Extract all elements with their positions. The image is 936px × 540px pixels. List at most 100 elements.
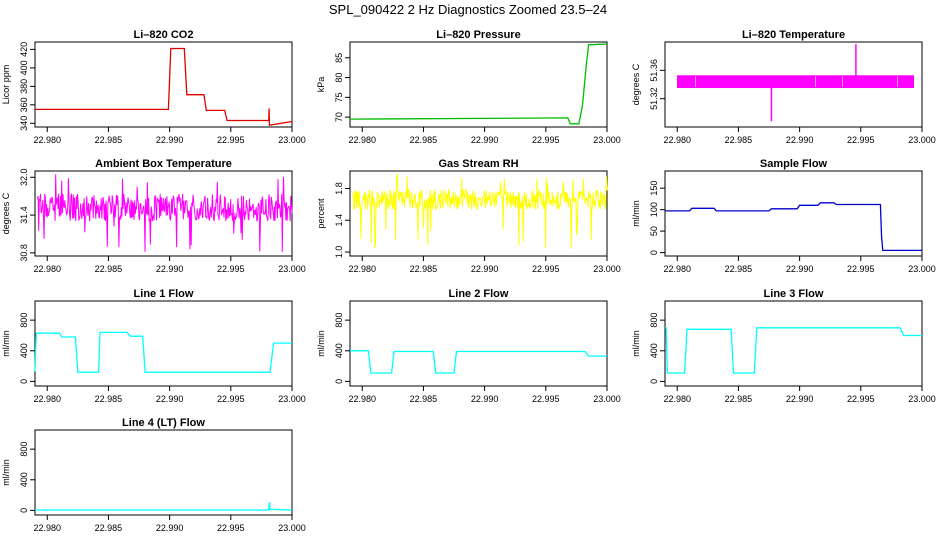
panel-title: Li–820 CO2: [134, 29, 194, 41]
x-tick-label: 22.985: [95, 135, 123, 145]
y-tick-label: 0: [649, 379, 659, 384]
plot-frame: [34, 41, 293, 128]
y-tick-label: 70: [334, 112, 344, 122]
plot-frame: [664, 300, 923, 387]
plot-frame: [34, 300, 293, 387]
y-tick-label: 32.0: [19, 169, 29, 187]
y-tick-label: 400: [19, 60, 29, 75]
x-tick-label: 22.995: [217, 394, 245, 404]
y-axis-label: percent: [316, 198, 326, 229]
y-tick-label: 340: [19, 116, 29, 131]
y-tick-label: 400: [19, 343, 29, 358]
x-tick-label: 22.980: [33, 523, 61, 533]
panel-title: Gas Stream RH: [438, 158, 518, 170]
y-axis-label: ml/min: [1, 330, 11, 357]
x-tick-label: 22.985: [95, 523, 123, 533]
panel-title: Sample Flow: [760, 158, 828, 170]
panel-title: Ambient Box Temperature: [95, 158, 232, 170]
y-tick-label: 400: [649, 343, 659, 358]
x-tick-label: 22.985: [725, 264, 753, 274]
y-tick-label: 420: [19, 42, 29, 57]
x-tick-label: 22.985: [410, 394, 438, 404]
plot-frame: [664, 170, 923, 257]
x-tick-label: 22.995: [217, 523, 245, 533]
x-tick-label: 22.995: [532, 264, 560, 274]
x-tick-label: 23.000: [593, 135, 621, 145]
panel-9: Line 3 Flow 22.980 22.985 22.990 22.995 23.00…: [631, 288, 936, 404]
plot-frame: [349, 41, 608, 128]
series-line-1: [35, 501, 293, 511]
x-tick-label: 22.995: [532, 394, 560, 404]
y-tick-label: 1.8: [334, 182, 344, 195]
x-tick-label: 22.995: [847, 264, 875, 274]
y-tick-label: 1.0: [334, 246, 344, 259]
y-axis-label: degrees C: [1, 192, 11, 234]
panel-1: Li–820 CO2 22.980 22.985 22.990 22.995 23.000…: [1, 29, 306, 145]
x-tick-label: 22.985: [410, 264, 438, 274]
plot-frame: [349, 300, 608, 387]
x-tick-label: 22.990: [156, 394, 184, 404]
y-tick-label: 0: [649, 250, 659, 255]
plot-frame: [664, 41, 923, 128]
y-tick-label: 400: [334, 343, 344, 358]
series-line-1: [350, 350, 607, 374]
x-tick-label: 22.985: [95, 394, 123, 404]
x-tick-label: 22.980: [663, 264, 691, 274]
y-tick-label: 51.32: [649, 87, 659, 110]
x-tick-label: 22.990: [471, 264, 499, 274]
y-tick-label: 31.4: [19, 206, 29, 224]
y-tick-label: 50: [649, 226, 659, 236]
panel-2: Li–820 Pressure 22.980 22.985 22.990 22.995 2…: [316, 29, 621, 145]
x-tick-label: 23.000: [908, 135, 936, 145]
series-line-1: [36, 174, 293, 253]
x-tick-label: 22.980: [33, 264, 61, 274]
panel-7: Line 1 Flow 22.980 22.985 22.990 22.995 23.00…: [1, 288, 306, 404]
panel-5: Gas Stream RH 22.980 22.985 22.990 22.995 23.…: [316, 158, 621, 274]
series-line-1: [34, 331, 292, 373]
x-tick-label: 22.990: [471, 394, 499, 404]
y-tick-label: 150: [649, 181, 659, 196]
x-tick-label: 22.980: [348, 135, 376, 145]
y-tick-label: 51.36: [649, 59, 659, 82]
y-tick-label: 100: [649, 202, 659, 217]
x-tick-label: 22.995: [532, 135, 560, 145]
panel-4: Ambient Box Temperature 22.980 22.985 22.99…: [1, 158, 306, 274]
y-axis-label: ml/min: [631, 330, 641, 357]
y-tick-label: 0: [19, 508, 29, 513]
y-axis-label: ml/min: [1, 459, 11, 486]
y-tick-label: 85: [334, 53, 344, 63]
y-tick-label: 360: [19, 97, 29, 112]
y-tick-label: 800: [19, 442, 29, 457]
y-tick-label: 0: [334, 379, 344, 384]
x-tick-label: 22.990: [156, 264, 184, 274]
x-tick-label: 22.985: [725, 394, 753, 404]
panel-3: Li–820 Temperature 22.980 22.985 22.990 22.9…: [631, 29, 936, 145]
data-band: [677, 75, 914, 89]
x-tick-label: 22.980: [33, 394, 61, 404]
panel-title: Li–820 Temperature: [742, 29, 845, 41]
panel-title: Line 1 Flow: [134, 288, 194, 300]
y-axis-label: Licor ppm: [1, 65, 11, 105]
x-tick-label: 22.980: [663, 394, 691, 404]
x-tick-label: 23.000: [278, 394, 306, 404]
panel-8: Line 2 Flow 22.980 22.985 22.990 22.995 23.00…: [316, 288, 621, 404]
x-tick-label: 22.980: [348, 264, 376, 274]
x-tick-label: 23.000: [908, 394, 936, 404]
x-tick-label: 22.990: [156, 523, 184, 533]
x-tick-label: 23.000: [593, 264, 621, 274]
x-tick-label: 22.995: [847, 394, 875, 404]
x-tick-label: 23.000: [593, 394, 621, 404]
y-tick-label: 800: [334, 313, 344, 328]
y-tick-label: 30.8: [19, 244, 29, 262]
panel-10: Line 4 (LT) Flow 22.980 22.985 22.990 22.995…: [1, 417, 306, 533]
plot-frame: [34, 170, 293, 257]
series-line-1: [665, 202, 922, 252]
x-tick-label: 23.000: [908, 264, 936, 274]
y-tick-label: 80: [334, 73, 344, 83]
y-axis-label: kPa: [316, 77, 326, 93]
x-tick-label: 22.990: [471, 135, 499, 145]
x-tick-label: 22.985: [95, 264, 123, 274]
x-tick-label: 22.985: [725, 135, 753, 145]
plot-frame: [349, 170, 608, 257]
